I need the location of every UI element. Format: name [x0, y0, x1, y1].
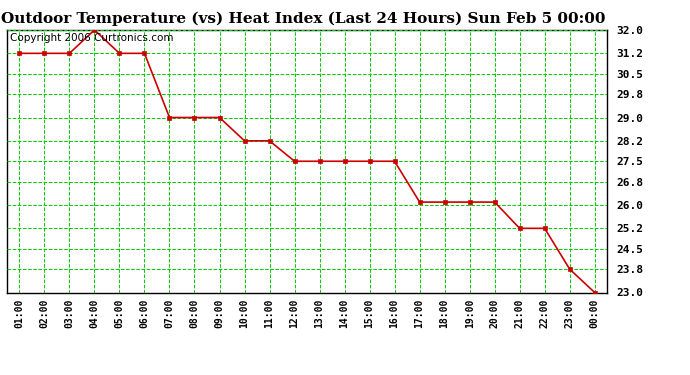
Text: Copyright 2006 Curtronics.com: Copyright 2006 Curtronics.com	[10, 33, 173, 43]
Text: Outdoor Temperature (vs) Heat Index (Last 24 Hours) Sun Feb 5 00:00: Outdoor Temperature (vs) Heat Index (Las…	[1, 11, 606, 26]
